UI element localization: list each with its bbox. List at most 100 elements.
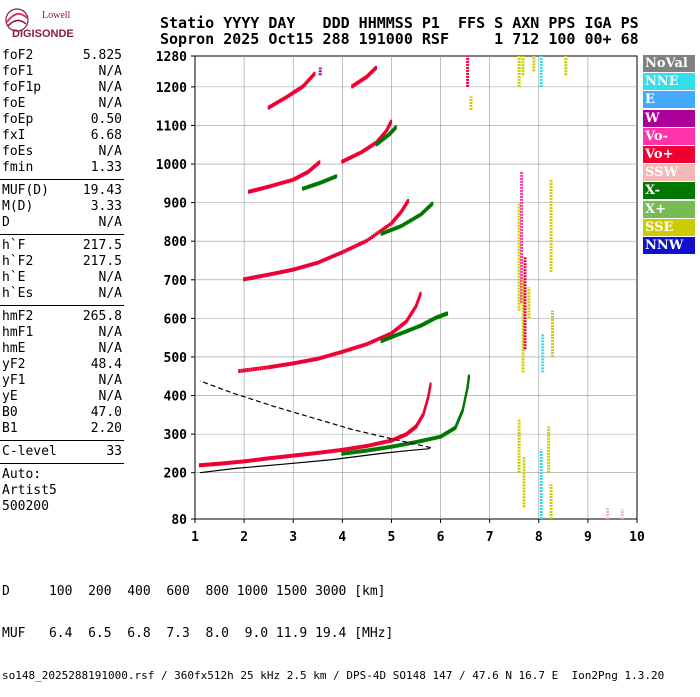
trace-point — [207, 462, 210, 467]
trace-point — [276, 455, 279, 460]
trace-point — [260, 186, 263, 191]
trace-point — [322, 450, 325, 455]
legend-item: NoVal — [643, 55, 695, 72]
trace-point — [346, 348, 349, 353]
trace-point — [263, 365, 266, 370]
polarization-legend: NoVal NNE E W Vo- Vo+ SSW X- X+ SSE NNW — [643, 55, 695, 255]
auto-label: Auto: — [2, 467, 42, 482]
legend-item: Vo+ — [643, 145, 695, 163]
trace-point — [295, 266, 298, 271]
trace-point — [360, 343, 363, 348]
trace-point — [397, 332, 400, 337]
trace-point — [343, 451, 346, 456]
trace-point — [362, 343, 365, 348]
trace-point — [296, 87, 299, 92]
trace-point — [299, 173, 302, 178]
trace-point — [364, 75, 367, 80]
trace-point — [415, 440, 417, 445]
trace-point — [298, 86, 301, 91]
trace-point — [348, 156, 351, 161]
separator — [0, 440, 124, 441]
trace-point — [218, 461, 221, 466]
trace-point — [404, 432, 407, 437]
trace-point — [318, 181, 321, 186]
trace-point — [385, 439, 388, 444]
trace-point — [288, 93, 291, 98]
trace-point — [321, 179, 324, 184]
trace-point — [358, 79, 361, 84]
trace-point — [299, 360, 302, 365]
trace-point — [398, 331, 401, 336]
trace-point — [255, 366, 258, 371]
trace-series — [198, 382, 432, 468]
trace-point — [283, 96, 286, 101]
param-value: 265.8 — [82, 309, 122, 324]
trace-point — [204, 462, 207, 467]
trace-point — [253, 458, 256, 463]
separator — [0, 234, 124, 235]
trace-point — [411, 326, 414, 331]
logo-line2: DIGISONDE — [12, 28, 74, 40]
trace-point — [341, 250, 344, 255]
trace-point — [405, 329, 408, 334]
trace-point — [358, 242, 361, 247]
y-tick-label: 900 — [164, 197, 188, 212]
trace-point — [371, 442, 374, 447]
trace-point — [297, 266, 300, 271]
trace-point — [380, 339, 383, 344]
trace-point — [276, 182, 279, 187]
trace-point — [343, 447, 346, 452]
trace-point — [264, 456, 267, 461]
trace-point — [352, 154, 355, 159]
trace-point — [429, 382, 432, 387]
trace-point — [386, 229, 389, 234]
param-row: hmF2 265.8 — [0, 309, 124, 325]
trace-point — [369, 443, 372, 448]
trace-point — [334, 448, 337, 453]
param-name: foF2 — [2, 48, 34, 63]
trace-point — [355, 81, 358, 86]
trace-point — [332, 352, 335, 357]
trace-point — [441, 433, 444, 438]
trace-point — [357, 242, 360, 247]
trace-point — [367, 237, 370, 242]
param-row: fxI 6.68 — [0, 128, 124, 144]
trace-point — [444, 431, 447, 436]
trace-point — [288, 361, 291, 366]
trace-point — [341, 451, 344, 456]
trace-point — [395, 443, 398, 448]
trace-point — [274, 101, 277, 106]
trace-point — [208, 462, 211, 467]
param-name: M(D) — [2, 199, 34, 214]
trace-point — [382, 338, 385, 343]
trace-point — [354, 82, 357, 87]
trace-point — [269, 456, 272, 461]
trace-point — [420, 438, 423, 443]
trace-point — [341, 349, 344, 354]
parameter-panel: foF2 5.825 foF1 N/A foF1p N/A foE N/A foEp 0.50 fx… — [0, 48, 124, 515]
trace-point — [369, 144, 372, 149]
param-row: B0 47.0 — [0, 405, 124, 421]
x-tick-label: 5 — [388, 530, 396, 545]
trace-point — [309, 262, 312, 267]
trace-point — [467, 374, 470, 379]
param-name: h`F2 — [2, 254, 34, 269]
trace-point — [323, 450, 326, 455]
legend-item: E — [643, 91, 695, 109]
trace-point — [357, 445, 360, 450]
param-value: 5.825 — [82, 48, 122, 63]
trace-point — [393, 226, 396, 231]
trace-point — [323, 257, 326, 262]
param-row: foE N/A — [0, 96, 124, 112]
trace-point — [387, 336, 390, 341]
trace-point — [405, 220, 408, 225]
trace-point — [339, 251, 342, 256]
trace-point — [248, 458, 251, 463]
trace-point — [398, 435, 401, 440]
trace-point — [351, 446, 354, 451]
trace-point — [447, 429, 450, 434]
trace-point — [214, 462, 217, 467]
trace-point — [412, 216, 415, 221]
trace-point — [304, 171, 307, 176]
trace-point — [376, 446, 379, 451]
